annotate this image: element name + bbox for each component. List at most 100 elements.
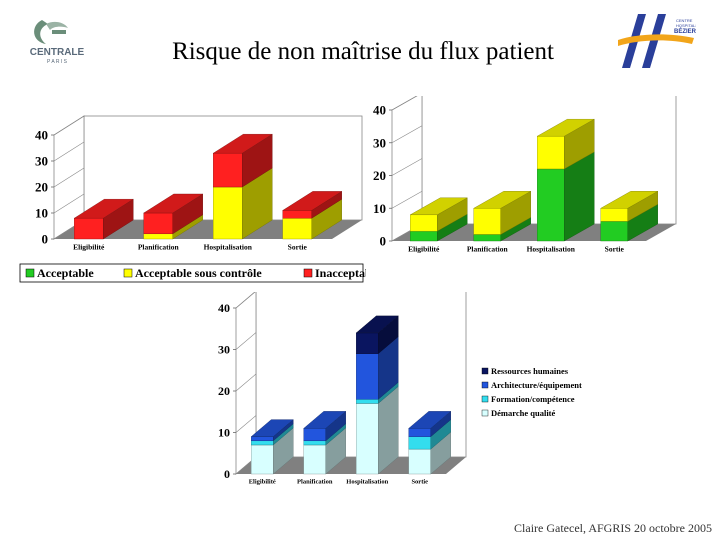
bar-sortie-architecture-equipement — [408, 428, 431, 437]
gridline — [235, 415, 257, 433]
bar-eligibilite-acceptable-sous-controle — [410, 214, 438, 232]
legend-swatch-formation-competence — [481, 395, 489, 403]
legend-label-demarche-qualite: Démarche qualité — [491, 408, 556, 418]
legend-swatch-acceptable — [25, 268, 35, 278]
risk-chart-overall: 0 10 20 30 40 Eligibilité Planification Hospita… — [19, 115, 366, 283]
y-tick-label: 10 — [35, 206, 48, 221]
svg-text:HOSPITALIER: HOSPITALIER — [676, 23, 696, 28]
y-tick-label: 30 — [373, 135, 386, 150]
bar-hospitalisation-inacceptable — [213, 153, 243, 188]
y-tick-label: 10 — [218, 426, 230, 440]
bar-sortie-acceptable-sous-controle — [282, 217, 312, 240]
gridline — [391, 158, 423, 176]
y-tick-label: 20 — [35, 180, 48, 195]
legend-swatch-demarche-qualite — [481, 409, 489, 417]
x-category-label: Sortie — [411, 479, 428, 486]
bar-planification-architecture-equipement — [303, 428, 326, 442]
bar-planification-architecture-equipement-top — [303, 411, 347, 429]
gridline — [235, 332, 257, 350]
y-tick-label: 40 — [35, 128, 48, 143]
bar-eligibilite-inacceptable-top — [73, 198, 134, 219]
bar-sortie-formation-competence — [408, 436, 431, 450]
bar-sortie-acceptable-sous-controle-top — [599, 191, 659, 209]
chart-legend: Ressources humaines Architecture/équipeme… — [481, 366, 582, 418]
bar-sortie-acceptable — [600, 221, 628, 242]
legend-box — [19, 263, 364, 283]
bar-eligibilite-architecture-equipement — [251, 436, 274, 441]
y-tick-label: 20 — [218, 384, 230, 398]
bar-eligibilite-architecture-equipement-top — [250, 419, 294, 437]
bar-eligibilite-inacceptable — [74, 217, 104, 240]
bar-hospitalisation-acceptable-sous-controle — [537, 136, 565, 170]
gridline — [53, 193, 85, 214]
hospital-logo: CENTRE HOSPITALIER BÉZIERS — [616, 12, 702, 70]
bar-sortie-demarche-qualite — [408, 448, 431, 475]
bar-planification-inacceptable-top — [143, 193, 204, 214]
bar-eligibilite-formation-competence — [251, 440, 274, 446]
bar-eligibilite-acceptable — [410, 230, 438, 242]
x-category-label: Planification — [297, 479, 333, 486]
y-tick-label: 20 — [373, 168, 386, 183]
x-category-label: Hospitalisation — [527, 245, 576, 254]
bar-eligibilite-demarche-qualite — [251, 444, 274, 475]
gridline — [391, 190, 423, 209]
x-category-label: Hospitalisation — [346, 479, 388, 486]
bar-hospitalisation-acceptable-sous-controle-top — [536, 119, 596, 137]
gridline — [235, 373, 257, 392]
centrale-paris-logo: CENTRALE P A R I S — [28, 16, 86, 66]
svg-text:BÉZIERS: BÉZIERS — [674, 27, 696, 35]
y-tick-label: 30 — [218, 343, 230, 357]
gridline — [53, 115, 85, 136]
x-category-label: Sortie — [605, 245, 625, 254]
bar-hospitalisation-ressources-humaines-top — [355, 315, 399, 334]
bar-hospitalisation-demarche-qualite — [356, 403, 379, 475]
legend-label-inacceptable: Inacceptable — [315, 266, 366, 280]
plot-floor — [236, 457, 466, 474]
gridline — [235, 292, 256, 309]
risk-chart-by-cause: 0 10 20 30 40 Eligibilité Planification Hospita… — [218, 292, 582, 486]
bar-hospitalisation-formation-competence — [356, 399, 379, 404]
bar-planification-acceptable-sous-controle-top — [472, 191, 532, 209]
legend-label-acceptable: Acceptable — [37, 266, 94, 280]
bar-hospitalisation-ressources-humaines — [356, 332, 379, 354]
risk-chart-controlled: 0 10 20 30 40 Eligibilité Planification Hospita… — [373, 96, 677, 254]
legend-label-acceptable-sous-controle: Acceptable sous contrôle — [135, 266, 262, 280]
x-category-label: Sortie — [288, 243, 308, 252]
bar-planification-formation-competence — [303, 440, 326, 446]
gridline — [391, 96, 418, 111]
bar-eligibilite-acceptable-sous-controle-top — [409, 197, 469, 216]
legend-swatch-ressources-humaines — [481, 367, 489, 375]
gridline — [53, 167, 85, 188]
page-title: Risque de non maîtrise du flux patient — [172, 38, 554, 65]
y-tick-label: 0 — [42, 232, 49, 247]
bar-planification-demarche-qualite — [303, 444, 326, 475]
bar-sortie-inacceptable-top — [282, 191, 343, 211]
legend-swatch-acceptable-sous-controle — [123, 268, 133, 278]
svg-text:CENTRE: CENTRE — [676, 18, 693, 23]
y-tick-label: 10 — [373, 201, 386, 216]
bar-planification-acceptable — [473, 234, 501, 242]
logo-left-sub: P A R I S — [47, 59, 68, 65]
bar-hospitalisation-architecture-equipement — [356, 353, 379, 400]
x-category-label: Hospitalisation — [204, 243, 253, 252]
chart-legend: Acceptable Acceptable sous contrôle Inacce… — [19, 263, 366, 283]
bar-planification-inacceptable — [143, 212, 173, 234]
legend-label-ressources-humaines: Ressources humaines — [491, 366, 569, 376]
gridline — [53, 141, 85, 162]
legend-swatch-architecture-equipement — [481, 381, 489, 389]
bar-sortie-acceptable-sous-controle — [600, 208, 628, 222]
y-tick-label: 40 — [373, 103, 386, 118]
gridline — [391, 125, 423, 144]
bar-hospitalisation-acceptable-sous-controle — [213, 186, 243, 240]
x-category-label: Planification — [467, 245, 509, 254]
legend-swatch-inacceptable — [303, 268, 313, 278]
bar-hospitalisation-inacceptable-top — [212, 134, 273, 154]
footer-credit: Claire Gatecel, AFGRIS 20 octobre 2005 — [514, 521, 712, 535]
y-tick-label: 30 — [35, 154, 48, 169]
legend-label-formation-competence: Formation/compétence — [491, 394, 575, 404]
y-tick-label: 0 — [380, 234, 387, 249]
y-tick-label: 0 — [224, 467, 230, 481]
bar-sortie-architecture-equipement-top — [408, 411, 452, 429]
y-tick-label: 40 — [218, 301, 230, 315]
x-category-label: Eligibilité — [249, 479, 276, 486]
